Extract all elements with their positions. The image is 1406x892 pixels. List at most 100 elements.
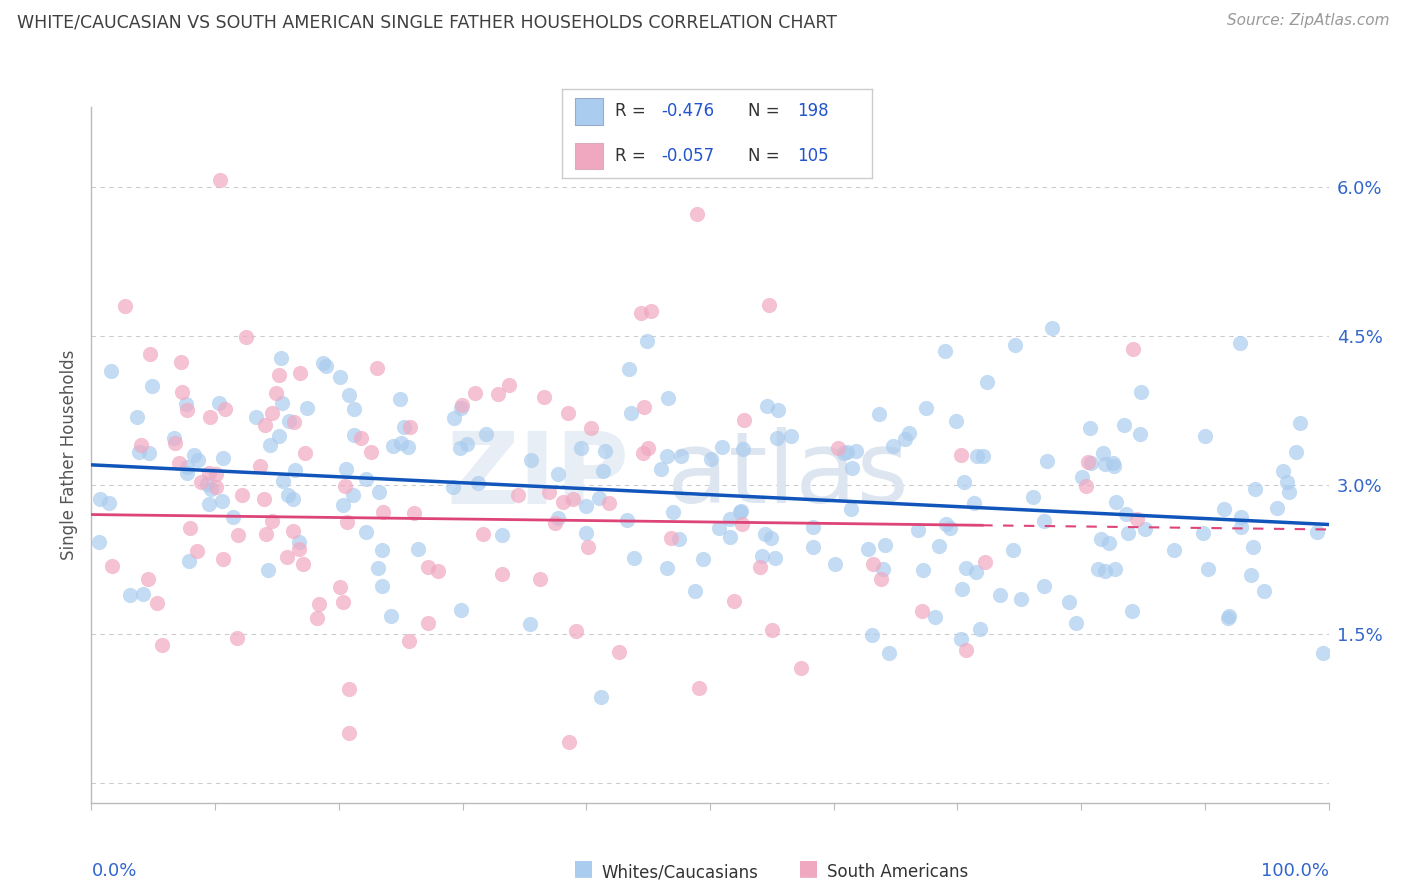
Point xyxy=(176,402,198,417)
Point xyxy=(195,476,218,491)
Point xyxy=(519,616,541,631)
Point xyxy=(657,561,679,575)
Point xyxy=(955,560,977,574)
Point xyxy=(872,562,894,576)
Point xyxy=(342,427,364,442)
Point xyxy=(257,563,280,577)
Point xyxy=(934,343,956,358)
Point xyxy=(858,542,880,557)
Point xyxy=(231,488,253,502)
Point xyxy=(1288,416,1310,430)
Point xyxy=(464,386,486,401)
Point xyxy=(1213,502,1236,516)
Point xyxy=(1104,562,1126,576)
Point xyxy=(371,543,394,558)
Point xyxy=(235,330,257,344)
Point xyxy=(914,401,936,415)
Point xyxy=(617,362,640,376)
Point xyxy=(329,580,352,594)
Point xyxy=(607,645,630,659)
Point xyxy=(593,443,616,458)
Point xyxy=(1033,514,1056,528)
Point xyxy=(650,462,672,476)
Point xyxy=(277,488,299,502)
Point xyxy=(801,540,824,554)
Point xyxy=(333,479,356,493)
Point xyxy=(186,544,208,558)
Point xyxy=(368,484,391,499)
Point xyxy=(418,615,440,630)
Point xyxy=(388,392,411,406)
Point xyxy=(1265,501,1288,516)
Point xyxy=(253,417,276,432)
Point xyxy=(692,551,714,566)
Point xyxy=(288,541,311,556)
Point xyxy=(1218,609,1240,624)
Point xyxy=(371,579,394,593)
Point xyxy=(758,298,780,312)
Point xyxy=(533,390,555,404)
Point xyxy=(631,445,654,459)
Point xyxy=(498,378,520,392)
Point xyxy=(354,525,377,540)
Point xyxy=(176,466,198,480)
Point xyxy=(198,467,221,481)
Point xyxy=(284,463,307,477)
Point xyxy=(868,408,890,422)
Point xyxy=(120,589,142,603)
Point xyxy=(1197,562,1219,576)
Point xyxy=(845,443,868,458)
Point xyxy=(167,456,190,470)
Point xyxy=(1192,526,1215,541)
Text: ■: ■ xyxy=(799,858,818,878)
Point xyxy=(281,524,304,538)
Point xyxy=(877,647,900,661)
Point xyxy=(1040,321,1063,335)
Point xyxy=(723,594,745,608)
Point xyxy=(898,425,921,440)
Point xyxy=(337,387,360,401)
Point xyxy=(1078,420,1101,434)
Point xyxy=(212,451,235,466)
Point xyxy=(988,589,1011,603)
Point xyxy=(935,517,957,532)
Point xyxy=(761,623,783,637)
Point xyxy=(283,492,305,507)
Point xyxy=(969,622,991,636)
Point xyxy=(176,460,198,475)
Point xyxy=(150,638,173,652)
Point xyxy=(132,587,155,601)
Point xyxy=(766,431,789,445)
Point xyxy=(1022,491,1045,505)
Point xyxy=(208,395,231,409)
Text: 198: 198 xyxy=(797,103,830,120)
Point xyxy=(315,359,337,374)
Text: atlas: atlas xyxy=(666,427,908,524)
Point xyxy=(588,491,610,505)
Point xyxy=(262,514,284,528)
Point xyxy=(339,726,361,740)
Point xyxy=(616,513,638,527)
Point xyxy=(1129,384,1152,399)
Point xyxy=(212,552,235,566)
Text: ZIP: ZIP xyxy=(447,427,630,524)
Point xyxy=(472,526,495,541)
Point xyxy=(557,406,579,420)
Point xyxy=(360,445,382,459)
Point xyxy=(450,401,472,415)
Point xyxy=(950,448,973,462)
Point xyxy=(332,595,354,609)
FancyBboxPatch shape xyxy=(575,98,603,125)
Point xyxy=(245,410,267,425)
Text: Whites/Caucasians: Whites/Caucasians xyxy=(602,863,759,881)
Point xyxy=(343,401,366,416)
Point xyxy=(342,488,364,502)
Point xyxy=(381,439,404,453)
Point xyxy=(966,449,988,463)
Point xyxy=(371,505,394,519)
Point xyxy=(976,376,998,390)
Point xyxy=(163,436,186,450)
Point xyxy=(249,458,271,473)
Point xyxy=(467,475,489,490)
Point xyxy=(308,597,330,611)
